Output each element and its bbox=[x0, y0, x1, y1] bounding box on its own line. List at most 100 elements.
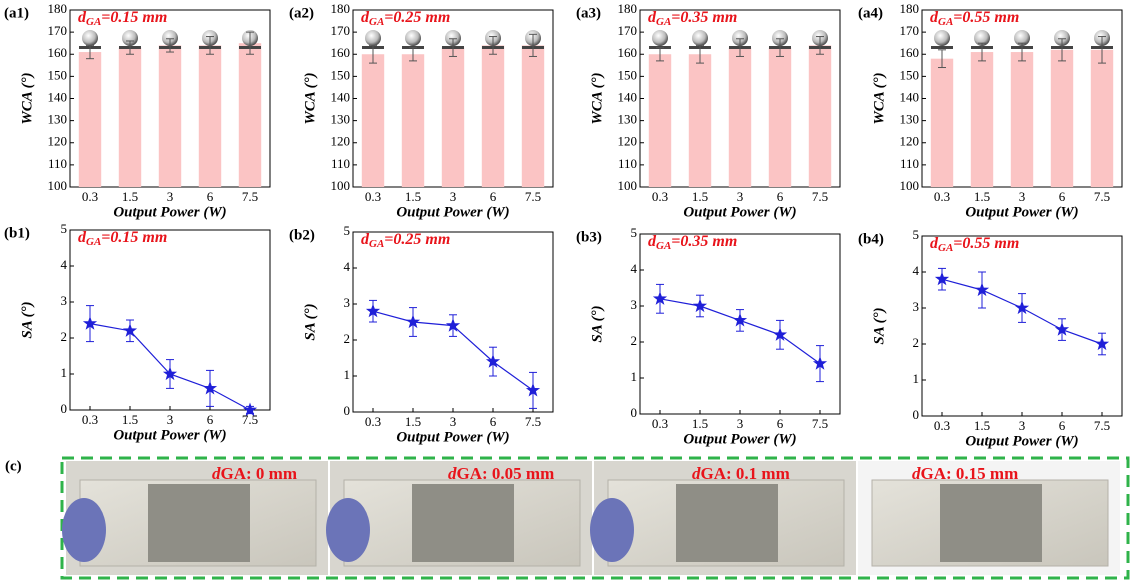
y-tick-label: 4 bbox=[344, 259, 351, 274]
droplet bbox=[772, 30, 788, 46]
y-tick-label: 140 bbox=[900, 89, 920, 104]
droplet bbox=[934, 30, 950, 46]
x-tick-label: 3 bbox=[737, 189, 744, 204]
x-tick-label: 1.5 bbox=[692, 416, 708, 431]
x-tick-label: 3 bbox=[1019, 189, 1026, 204]
x-tick-label: 6 bbox=[1059, 189, 1066, 204]
y-tick-label: 140 bbox=[331, 89, 351, 104]
star-marker bbox=[692, 298, 708, 313]
x-axis-label: Output Power (W) bbox=[965, 204, 1078, 220]
y-tick-label: 130 bbox=[331, 112, 351, 127]
y-tick-label: 130 bbox=[900, 112, 920, 127]
bar bbox=[1090, 49, 1114, 188]
y-tick-label: 2 bbox=[61, 329, 68, 344]
y-axis-label: SA (°) bbox=[19, 301, 35, 338]
star-marker bbox=[82, 316, 98, 330]
star-marker bbox=[934, 271, 950, 286]
panel-label: (c) bbox=[5, 458, 22, 474]
text-part: d bbox=[361, 9, 370, 26]
text-part: =0.15 mm bbox=[101, 229, 167, 246]
text-part: GA bbox=[656, 16, 671, 28]
photo-caption: dGA: 0 mm bbox=[212, 464, 297, 483]
error-bar bbox=[206, 36, 214, 55]
bar bbox=[521, 45, 545, 188]
y-tick-label: 1 bbox=[344, 367, 351, 382]
error-bar bbox=[166, 38, 174, 53]
y-tick-label: 1 bbox=[913, 371, 920, 386]
text-part: d bbox=[692, 464, 701, 483]
droplet bbox=[1014, 30, 1030, 46]
droplet bbox=[1054, 30, 1070, 46]
bar bbox=[808, 45, 832, 188]
error-bar bbox=[696, 44, 704, 64]
x-axis-label: Output Power (W) bbox=[396, 429, 509, 445]
x-tick-label: 0.3 bbox=[365, 189, 381, 204]
droplet bbox=[365, 30, 381, 46]
bar bbox=[158, 45, 182, 188]
y-tick-label: 2 bbox=[344, 331, 351, 346]
text-part: d bbox=[912, 464, 921, 483]
text-part: d bbox=[448, 464, 457, 483]
text-part: =0.55 mm bbox=[953, 9, 1019, 26]
error-bar bbox=[1098, 36, 1106, 64]
star-marker bbox=[652, 291, 668, 305]
bar bbox=[728, 47, 752, 187]
bar bbox=[78, 52, 102, 187]
annotation: dGA=0.25 mm bbox=[361, 9, 450, 28]
star-marker bbox=[974, 282, 990, 297]
star-marker bbox=[162, 366, 178, 381]
bar bbox=[361, 54, 385, 187]
y-tick-label: 120 bbox=[900, 134, 920, 149]
y-tick-label: 160 bbox=[900, 45, 920, 60]
y-tick-label: 100 bbox=[618, 178, 638, 193]
y-axis-label: SA (°) bbox=[589, 305, 605, 342]
droplet bbox=[652, 30, 668, 46]
y-tick-label: 100 bbox=[900, 178, 920, 193]
text-part: GA: 0.1 mm bbox=[701, 464, 790, 483]
y-tick-label: 150 bbox=[618, 67, 638, 82]
x-tick-label: 0.3 bbox=[934, 189, 950, 204]
y-tick-label: 3 bbox=[61, 293, 68, 308]
text-part: d bbox=[648, 233, 657, 250]
y-tick-label: 3 bbox=[631, 297, 638, 312]
error-bar bbox=[529, 33, 537, 57]
x-tick-label: 1.5 bbox=[122, 412, 138, 427]
annotation: dGA=0.35 mm bbox=[648, 233, 737, 252]
annotation: dGA=0.55 mm bbox=[930, 9, 1019, 28]
y-tick-label: 5 bbox=[61, 221, 68, 236]
error-bar bbox=[776, 38, 784, 57]
error-bar bbox=[938, 49, 946, 69]
droplet bbox=[445, 30, 461, 46]
x-tick-label: 6 bbox=[777, 416, 784, 431]
star-marker bbox=[732, 312, 748, 327]
y-axis-label: WCA (°) bbox=[589, 72, 605, 124]
text-part: GA bbox=[938, 16, 953, 28]
y-tick-label: 150 bbox=[900, 67, 920, 82]
y-tick-label: 160 bbox=[618, 45, 638, 60]
y-tick-label: 110 bbox=[900, 156, 919, 171]
plot-frame bbox=[921, 235, 1123, 417]
x-tick-label: 7.5 bbox=[525, 414, 541, 429]
bar bbox=[198, 45, 222, 188]
text-part: GA bbox=[656, 240, 671, 252]
x-tick-label: 1.5 bbox=[974, 418, 990, 433]
x-tick-label: 3 bbox=[450, 414, 457, 429]
bar bbox=[481, 45, 505, 188]
star-marker bbox=[202, 380, 218, 395]
droplet bbox=[82, 30, 98, 46]
y-axis-label: SA (°) bbox=[302, 303, 318, 340]
text-part: =0.15 mm bbox=[101, 9, 167, 26]
error-bar bbox=[86, 44, 94, 60]
x-tick-label: 6 bbox=[1059, 418, 1066, 433]
photo-frame bbox=[60, 456, 1130, 580]
error-bar bbox=[126, 40, 134, 55]
text-part: =0.35 mm bbox=[671, 233, 737, 250]
y-tick-label: 4 bbox=[61, 257, 68, 272]
treated-area bbox=[148, 484, 250, 562]
bar bbox=[688, 54, 712, 187]
bar bbox=[441, 47, 465, 187]
panel-label: (a3) bbox=[576, 5, 601, 21]
y-tick-label: 170 bbox=[331, 23, 351, 38]
error-bar bbox=[1058, 38, 1066, 62]
error-bar bbox=[449, 38, 457, 57]
